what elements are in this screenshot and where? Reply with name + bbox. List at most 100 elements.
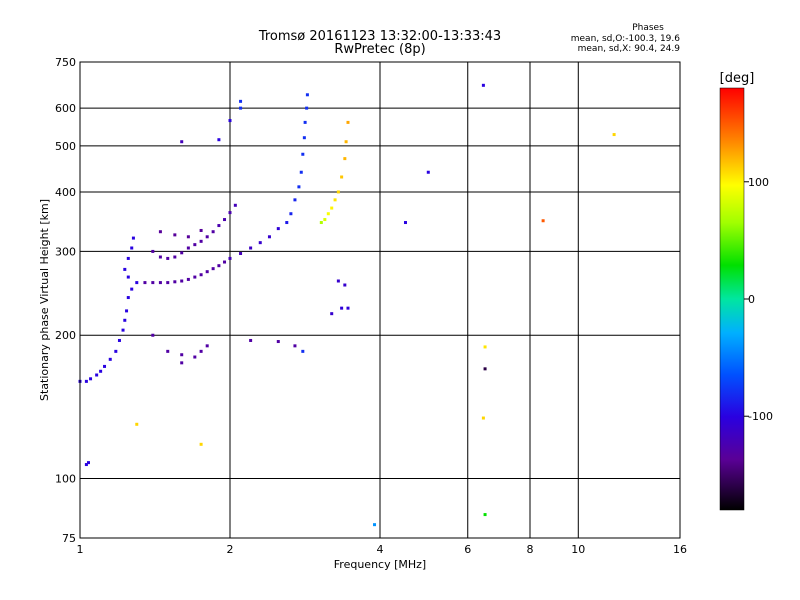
- data-point: [199, 349, 203, 353]
- data-point: [326, 212, 330, 216]
- plot-frame: [79, 61, 681, 539]
- data-point: [239, 99, 243, 103]
- data-point: [86, 461, 90, 465]
- data-point: [299, 170, 303, 174]
- phase-stats: Phases mean, sd,O:-100.3, 19.6 mean, sd,…: [571, 23, 681, 54]
- data-point: [151, 249, 155, 253]
- data-point: [158, 230, 162, 234]
- data-point: [130, 246, 134, 250]
- data-point: [211, 267, 215, 271]
- grid: [80, 62, 680, 538]
- data-point: [143, 281, 147, 285]
- x-tick-label: 6: [464, 543, 471, 556]
- colorbar-ticks: 100 0 -100: [744, 176, 773, 423]
- y-tick-label: 600: [55, 102, 76, 115]
- x-tick-label: 4: [377, 543, 384, 556]
- data-point: [346, 120, 350, 124]
- data-point: [228, 256, 232, 260]
- data-point: [135, 422, 139, 426]
- data-point: [173, 255, 177, 259]
- data-points: [78, 83, 616, 527]
- data-point: [186, 277, 190, 281]
- data-point: [228, 211, 232, 215]
- data-point: [344, 140, 348, 144]
- data-point: [158, 255, 162, 259]
- colorbar-tick-label: 100: [748, 176, 769, 189]
- data-point: [180, 361, 184, 365]
- data-point: [217, 138, 221, 142]
- data-point: [84, 463, 88, 467]
- data-point: [293, 344, 297, 348]
- data-point: [114, 349, 118, 353]
- data-point: [199, 273, 203, 277]
- data-point: [158, 281, 162, 285]
- data-point: [135, 281, 139, 285]
- data-point: [199, 239, 203, 243]
- data-point: [193, 243, 197, 247]
- data-point: [166, 256, 170, 260]
- chart-title: Tromsø 20161123 13:32:00-13:33:43: [258, 29, 501, 44]
- data-point: [193, 275, 197, 279]
- data-point: [193, 355, 197, 359]
- data-point: [166, 349, 170, 353]
- data-point: [180, 353, 184, 357]
- data-point: [343, 283, 347, 287]
- data-point: [126, 296, 130, 300]
- y-tick-label: 300: [55, 245, 76, 258]
- data-point: [205, 235, 209, 239]
- data-point: [130, 287, 134, 291]
- data-point: [483, 367, 487, 371]
- phase-stats-x: mean, sd,X: 90.4, 24.9: [578, 44, 681, 54]
- colorbar-label: [deg]: [720, 71, 755, 86]
- colorbar-tick-label: 0: [748, 293, 755, 306]
- data-point: [336, 279, 340, 283]
- x-tick-label: 10: [571, 543, 585, 556]
- data-point: [126, 275, 130, 279]
- data-point: [99, 369, 103, 373]
- x-tick-label: 8: [527, 543, 534, 556]
- data-point: [297, 185, 301, 189]
- data-point: [323, 218, 327, 222]
- data-point: [289, 212, 293, 216]
- data-point: [199, 442, 203, 446]
- data-point: [108, 357, 112, 361]
- colorbar-tick-label: -100: [748, 410, 773, 423]
- y-tick-label: 75: [62, 532, 76, 545]
- title-block: Tromsø 20161123 13:32:00-13:33:43 RwPret…: [258, 29, 501, 57]
- data-point: [199, 228, 203, 232]
- data-point: [293, 198, 297, 202]
- data-point: [305, 93, 309, 97]
- data-point: [217, 264, 221, 268]
- data-point: [276, 227, 280, 231]
- colorbar-gradient: [719, 87, 745, 511]
- data-point: [481, 416, 485, 420]
- data-point: [123, 267, 127, 271]
- data-point: [166, 281, 170, 285]
- data-point: [267, 235, 271, 239]
- y-tick-label: 750: [55, 56, 76, 69]
- data-point: [123, 318, 127, 322]
- data-point: [89, 377, 93, 381]
- data-point: [301, 152, 305, 156]
- data-point: [103, 364, 107, 368]
- data-point: [426, 170, 430, 174]
- data-point: [186, 246, 190, 250]
- data-point: [340, 306, 344, 310]
- y-tick-label: 400: [55, 186, 76, 199]
- data-point: [125, 309, 129, 313]
- data-point: [121, 328, 125, 332]
- data-point: [117, 338, 121, 342]
- data-point: [319, 221, 323, 225]
- data-point: [211, 230, 215, 234]
- data-point: [131, 236, 135, 240]
- data-point: [481, 83, 485, 87]
- data-point: [180, 140, 184, 144]
- x-tick-label: 2: [227, 543, 234, 556]
- data-point: [180, 251, 184, 255]
- data-point: [223, 218, 227, 222]
- data-point: [223, 260, 227, 264]
- data-point: [285, 221, 289, 225]
- data-point: [343, 157, 347, 161]
- data-point: [205, 344, 209, 348]
- data-point: [346, 306, 350, 310]
